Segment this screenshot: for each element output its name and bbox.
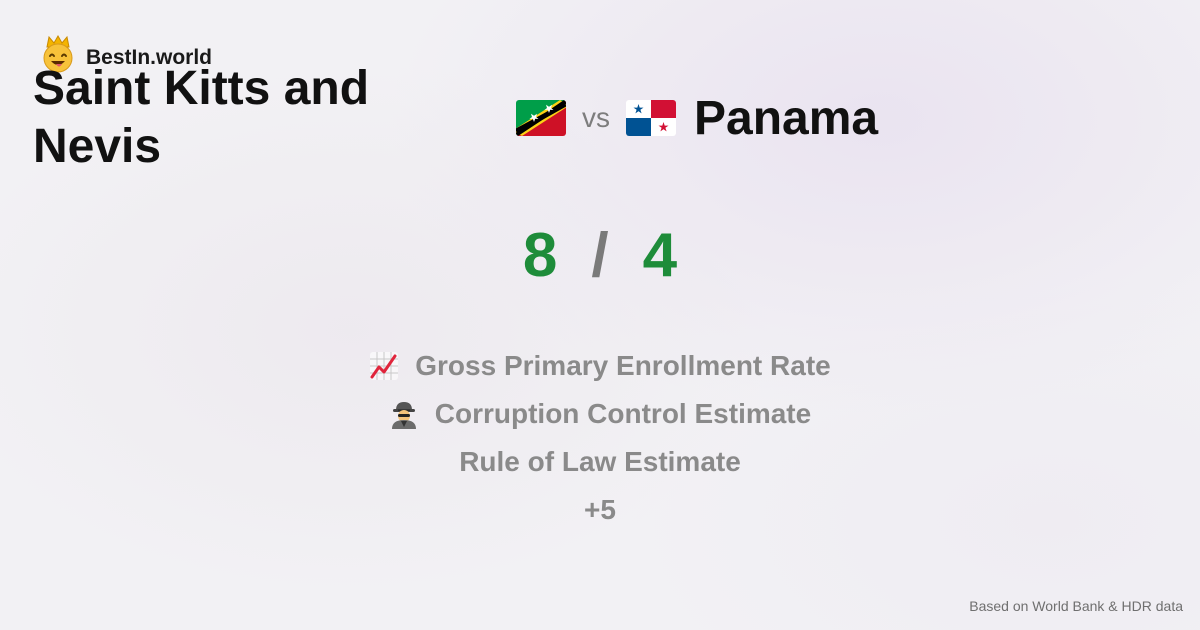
score-right: 4 [642,221,678,290]
score: 8 / 4 [0,220,1200,291]
vs-label: vs [582,102,610,133]
metric-item: Gross Primary Enrollment Rate [369,342,831,390]
metric-item: Rule of Law Estimate [459,438,741,486]
left-country-name: Saint Kitts and Nevis [33,62,370,173]
metric-label: Rule of Law Estimate [459,446,741,477]
score-left: 8 [522,221,558,290]
brand[interactable]: BestIn.world [38,34,212,74]
metric-label: Gross Primary Enrollment Rate [415,350,831,381]
metric-item: Corruption Control Estimate [389,390,811,438]
crowned-smiley-icon [43,34,73,73]
chart-increasing-icon [370,352,399,380]
vs-row: vs Panama [516,88,878,148]
detective-icon [391,402,416,429]
brand-name: BestIn.world [86,46,213,69]
data-source-note: Based on World Bank & HDR data [969,598,1183,614]
more-metrics-count: +5 [584,494,616,525]
saint-kitts-and-nevis-flag-icon [516,100,566,136]
panama-flag-icon [626,100,676,136]
right-country-name: Panama [694,91,879,145]
metrics-list: Gross Primary Enrollment Rate Corruption… [0,342,1200,534]
score-separator: / [591,221,609,290]
metric-label: Corruption Control Estimate [434,398,812,429]
